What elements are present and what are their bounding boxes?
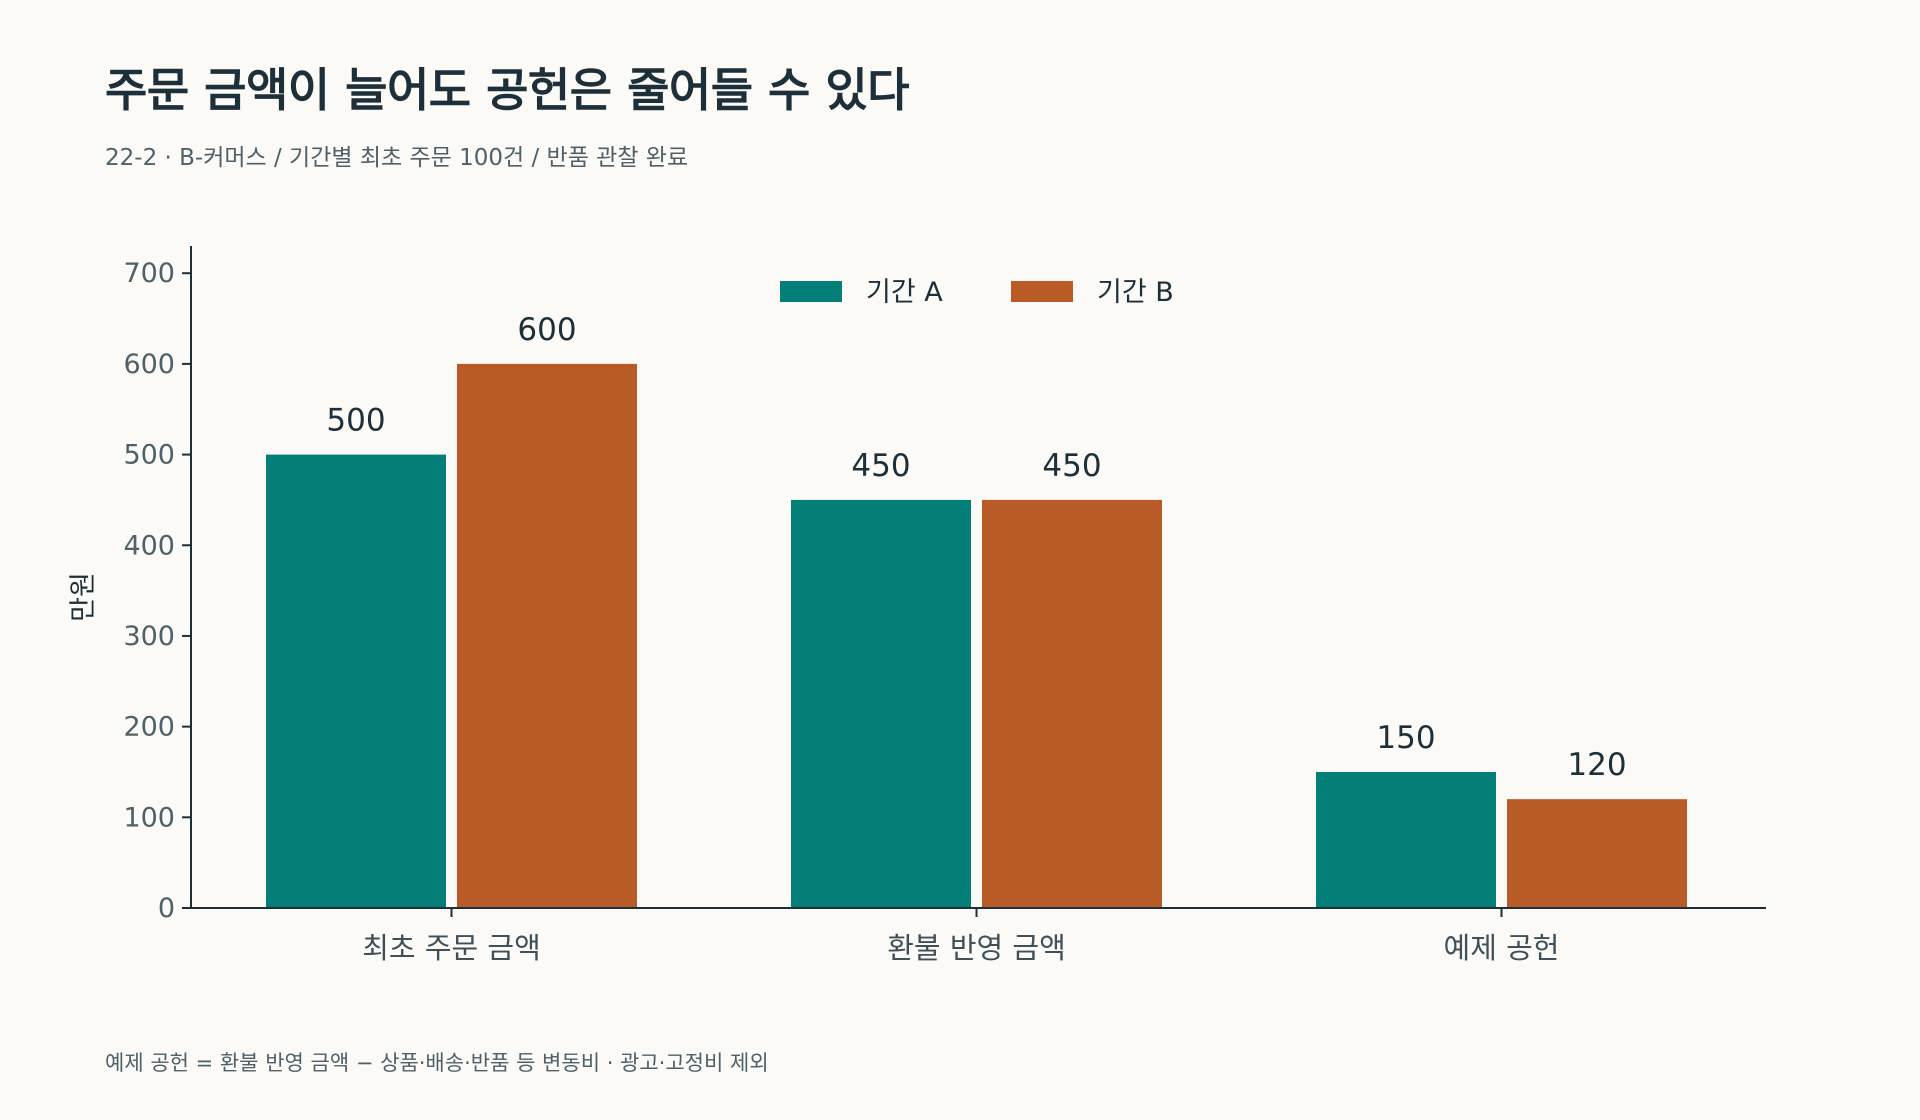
bar [266,454,446,908]
bar-value-label: 500 [326,403,385,439]
bar [1316,771,1496,908]
y-tick-label: 600 [123,349,175,380]
y-tick-label: 700 [123,258,175,289]
bar [982,499,1162,908]
legend-swatch [1011,281,1073,302]
x-tick-label: 예제 공헌 [1444,931,1560,965]
y-tick-label: 500 [123,440,175,471]
bar [457,363,637,909]
legend-label: 기간 B [1097,277,1174,308]
bar-value-label: 450 [1042,448,1101,484]
y-tick-label: 300 [123,621,175,652]
y-tick-label: 200 [123,712,175,743]
y-axis-ticks: 0 100 200 300 400 500 600 700 [123,258,191,924]
y-tick-label: 0 [158,893,175,924]
legend-label: 기간 A [866,277,943,308]
chart-subtitle: 22-2 · B-커머스 / 기간별 최초 주문 100건 / 반품 관찰 완료 [105,145,689,171]
footnote: 예제 공헌 = 환불 반영 금액 − 상품·배송·반품 등 변동비 · 광고·고… [105,1051,769,1075]
bar-value-label: 150 [1376,720,1435,756]
legend: 기간 A 기간 B [780,277,1174,308]
y-tick-label: 400 [123,530,175,561]
bar-value-label: 120 [1567,747,1626,783]
bars-group [266,363,1687,909]
x-tick-label: 최초 주문 금액 [362,931,541,965]
bar-value-label: 600 [517,312,576,348]
y-tick-label: 100 [123,802,175,833]
bar-value-label: 450 [851,448,910,484]
x-axis-ticks: 최초 주문 금액 환불 반영 금액 예제 공헌 [362,908,1559,965]
chart-title: 주문 금액이 늘어도 공헌은 줄어들 수 있다 [105,63,910,117]
legend-swatch [780,281,842,302]
bar [791,499,971,908]
x-tick-label: 환불 반영 금액 [887,931,1066,965]
data-labels-group: 500 600 450 450 150 120 [326,312,1626,783]
bar [1507,799,1687,908]
y-axis-label: 만원 [68,572,99,622]
